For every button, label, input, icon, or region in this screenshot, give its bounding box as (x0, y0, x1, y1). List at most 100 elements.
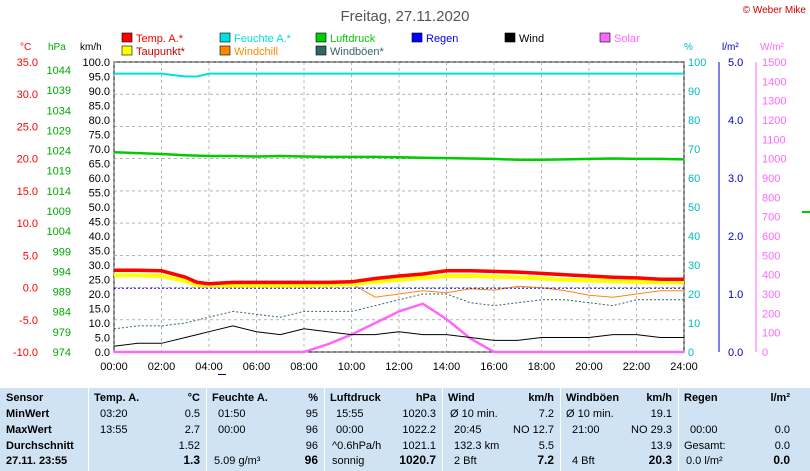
hum-tick-9: 10 (688, 318, 700, 330)
rain-total-label: Gesamt: (684, 440, 726, 452)
legend-label-2: Luftdruck (330, 33, 376, 45)
wind-tick-15: 25.0 (89, 275, 110, 287)
wind-tick-6: 70.0 (89, 144, 110, 156)
wind-tick-8: 60.0 (89, 173, 110, 185)
press-max-time: 00:00 (336, 424, 364, 436)
time-tick-0: 00:00 (100, 361, 128, 373)
legend-swatch-1 (219, 32, 231, 43)
temp-tick-1: 30.0 (17, 89, 38, 101)
axis-units: °C hPa km/h% l/m² W/m² (20, 42, 785, 53)
sensor-header: Sensor (6, 392, 44, 404)
wind-tick-19: 5.0 (95, 333, 110, 345)
time-tick-8: 16:00 (480, 361, 508, 373)
wind-tick-3: 85.0 (89, 101, 110, 113)
temp-tick-2: 25.0 (17, 121, 38, 133)
solar-tick-11: 400 (762, 270, 780, 282)
hum-tick-8: 20 (688, 289, 700, 301)
solar-tick-13: 200 (762, 308, 780, 320)
solar-tick-9: 600 (762, 231, 780, 243)
hum-tick-10: 0 (688, 347, 694, 359)
solar-unit-label: W/m² (760, 42, 785, 53)
max-row-label: MaxWert (6, 424, 52, 436)
sunset-time: 16:36 (476, 374, 501, 375)
press-current-value: 1020.7 (399, 453, 436, 467)
wind-tick-17: 15.0 (89, 304, 110, 316)
sunrise2-time: 08:00 (272, 374, 297, 375)
temp-header: Temp. A. (94, 392, 140, 404)
temp-tick-7: 0.0 (23, 283, 38, 295)
press-tick-1: 1039 (47, 85, 71, 97)
press-unit: hPa (415, 392, 436, 404)
wind-tick-2: 90.0 (89, 86, 110, 98)
solar-tick-10: 500 (762, 250, 780, 262)
wind-max-value: NO 12.7 (513, 424, 554, 436)
legend-label-7: Windchill (234, 46, 278, 58)
temp-max-value: 2.7 (184, 424, 200, 436)
hum-min-time: 01:50 (218, 408, 246, 420)
chart-title: Freitag, 27.11.2020 (341, 8, 470, 25)
time-tick-3: 06:00 (243, 361, 271, 373)
legend-label-4: Wind (519, 33, 544, 45)
press-tick-14: 974 (53, 347, 71, 359)
time-tick-10: 20:00 (575, 361, 603, 373)
wind-distance-label: 132.3 km (454, 440, 500, 452)
time-tick-11: 22:00 (623, 361, 651, 373)
press-tick-7: 1009 (47, 206, 71, 218)
rain-max-time: 00:00 (690, 424, 718, 436)
legend-swatch-3 (411, 32, 423, 43)
hum-max-value: 96 (305, 424, 318, 436)
rain-tick-4: 1.0 (728, 289, 743, 301)
time-tick-1: 02:00 (148, 361, 176, 373)
solar-tick-12: 300 (762, 289, 780, 301)
hum-header: Feuchte A. (212, 392, 268, 404)
press-trend-label: ^0.6hPa/h (332, 440, 382, 452)
min-row-label: MinWert (6, 408, 50, 420)
series-wind (113, 325, 684, 347)
solar-tick-2: 1300 (762, 96, 786, 108)
rain-max-value: 0.0 (774, 424, 790, 436)
wind-tick-0: 100.0 (82, 57, 110, 69)
wind-min-value: 7.2 (538, 408, 554, 420)
legend-swatch-6 (121, 45, 133, 56)
solar-tick-6: 900 (762, 173, 780, 185)
press-tick-10: 994 (53, 266, 71, 278)
gust-header: Windböen (566, 392, 620, 404)
series-feuchtea (114, 72, 684, 78)
gust-min-value: 19.1 (650, 408, 672, 420)
hum-tick-2: 80 (688, 115, 700, 127)
temp-current-value: 1.3 (183, 453, 200, 467)
rain-tick-0: 5.0 (728, 57, 743, 69)
press-tick-0: 1044 (47, 65, 71, 77)
series-luftdruck (113, 151, 685, 162)
solar-tick-8: 700 (762, 212, 780, 224)
wind-unit: km/h (528, 392, 554, 404)
temp-min-value: 0.5 (184, 408, 200, 420)
wind-tick-1: 95.0 (89, 72, 110, 84)
legend-swatch-7 (219, 45, 231, 56)
temp-tick-9: -10.0 (13, 347, 38, 359)
solar-tick-5: 1000 (762, 154, 786, 166)
hum-tick-1: 90 (688, 86, 700, 98)
gust-bft-label: 4 Bft (572, 455, 595, 467)
hum-tick-7: 30 (688, 260, 700, 272)
hum-tick-0: 100 (688, 57, 706, 69)
press-tick-6: 1014 (47, 186, 71, 198)
solar-tick-7: 800 (762, 192, 780, 204)
wind-header: Wind (448, 392, 475, 404)
temp-tick-3: 20.0 (17, 154, 38, 166)
solar-tick-14: 100 (762, 328, 780, 340)
sunrise-time: 04:32 (228, 374, 253, 375)
stats-panel: Sensor MinWert MaxWert Durchschnitt 27.1… (0, 388, 810, 471)
press-tick-11: 989 (53, 287, 71, 299)
wind-tick-10: 50.0 (89, 202, 110, 214)
press-tick-12: 984 (53, 307, 71, 319)
legend: Temp. A.* Feuchte A.* Luftdruck Regen Wind So… (121, 32, 640, 58)
gust-current-value: 20.3 (648, 453, 672, 467)
hum-unit-label: % (684, 42, 693, 53)
hum-abs-label: 5.09 g/m³ (214, 455, 261, 467)
rain-unit-label: l/m² (722, 42, 739, 53)
temp-max-time: 13:55 (100, 424, 128, 436)
wind-tick-9: 55.0 (89, 188, 110, 200)
solar-tick-1: 1400 (762, 76, 786, 88)
rain-tick-5: 0.0 (728, 347, 743, 359)
